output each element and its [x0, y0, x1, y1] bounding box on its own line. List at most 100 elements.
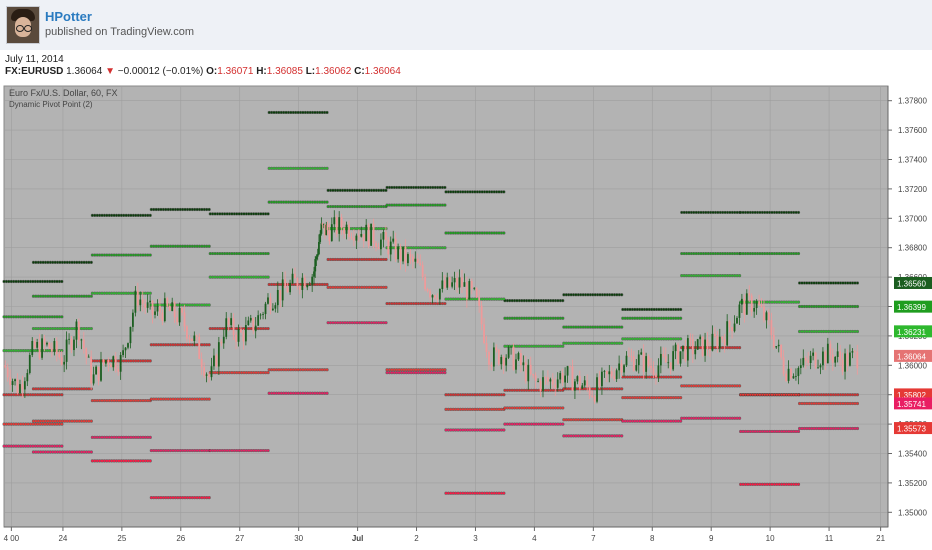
candle-body [333, 217, 336, 225]
candle-body [510, 346, 512, 348]
candle-body [291, 273, 294, 283]
candle-body [360, 233, 363, 237]
author-name-link[interactable]: HPotter [45, 9, 92, 24]
candle-body [537, 380, 539, 382]
candle-body [480, 305, 483, 325]
candle-body [834, 356, 837, 363]
candle-body [686, 338, 689, 361]
candle-body [524, 362, 527, 382]
time-tick-label: 11 [825, 534, 834, 543]
candle-body [839, 351, 842, 360]
candle-body [230, 318, 233, 326]
price-tick-label: 1.35000 [898, 508, 927, 517]
candle-body [817, 367, 819, 369]
candle-body [448, 277, 451, 287]
candle-body [819, 365, 822, 368]
candle-body [21, 384, 24, 390]
candle-body [318, 242, 320, 255]
price-marker [894, 276, 932, 289]
author-avatar[interactable] [6, 6, 40, 44]
candle-body [856, 351, 859, 369]
candle-body [90, 356, 93, 384]
candle-body [804, 357, 807, 361]
candle-body [441, 280, 444, 289]
candle-body [357, 235, 360, 237]
candle-body [755, 301, 758, 309]
candle-body [812, 352, 815, 356]
candle-body [632, 356, 635, 371]
candle-body [100, 359, 102, 381]
candle-body [247, 320, 250, 326]
candle-body [296, 278, 299, 287]
candle-body [284, 279, 287, 288]
candle-body [176, 317, 179, 323]
candle-body [173, 302, 176, 318]
price-change: −0.00012 (−0.01%) [117, 66, 204, 77]
candle-body [507, 347, 510, 358]
candle-body [178, 307, 181, 323]
price-marker [894, 325, 932, 338]
indicator-name: Dynamic Pivot Point (2) [9, 100, 93, 109]
close-label: C: [354, 66, 365, 77]
candle-body [829, 343, 832, 355]
candle-body [674, 344, 677, 352]
candle-body [198, 336, 201, 359]
candle-body [240, 329, 242, 333]
price-marker-label: 1.35741 [897, 400, 926, 409]
candle-body [733, 323, 736, 332]
candle-body [19, 384, 21, 394]
candle-body [780, 344, 783, 358]
candle-body [203, 367, 206, 376]
candle-body [456, 278, 458, 288]
candle-body [92, 374, 95, 384]
candle-body [75, 321, 78, 340]
candle-body [281, 279, 284, 301]
candle-body [375, 243, 377, 248]
candle-body [345, 224, 348, 234]
candle-body [114, 356, 117, 369]
candle-body [588, 387, 591, 396]
candle-body [689, 338, 692, 340]
candle-body [264, 303, 267, 315]
candle-body [16, 379, 19, 394]
candle-body [382, 231, 385, 240]
candle-body [677, 344, 679, 364]
candle-body [453, 278, 456, 283]
candle-body [159, 306, 161, 313]
candle-body [465, 282, 468, 300]
candle-body [844, 353, 846, 372]
candle-body [340, 217, 343, 229]
candle-body [33, 341, 36, 348]
candle-body [367, 224, 370, 246]
candle-body [321, 223, 324, 225]
symbol-label: FX:EURUSD [5, 66, 64, 77]
candle-body [41, 338, 43, 358]
candle-body [554, 384, 557, 388]
time-tick-label: 24 [58, 534, 67, 543]
candle-body [451, 282, 454, 287]
candle-body [404, 246, 407, 264]
candle-body [213, 355, 215, 367]
candle-body [387, 240, 390, 255]
candle-body [517, 353, 520, 360]
candle-body [414, 258, 417, 262]
candle-body [475, 287, 478, 297]
candle-body [195, 335, 198, 337]
price-marker [894, 300, 932, 313]
candle-body [672, 351, 675, 370]
candle-body [227, 318, 230, 326]
candle-body [127, 343, 129, 348]
candle-body [411, 256, 414, 262]
candle-body [539, 380, 542, 391]
candle-body [598, 377, 601, 387]
candle-body [326, 224, 329, 231]
candle-body [136, 290, 139, 306]
candle-body [303, 277, 306, 288]
candle-body [301, 277, 304, 290]
price-chart[interactable]: 1.37800 1.37600 1.37400 1.37200 1.37000 1.368… [0, 80, 932, 550]
candle-body [795, 375, 797, 377]
candle-body [6, 367, 9, 378]
candle-body [650, 365, 652, 368]
open-value: 1.36071 [217, 66, 254, 77]
candle-body [559, 373, 562, 380]
